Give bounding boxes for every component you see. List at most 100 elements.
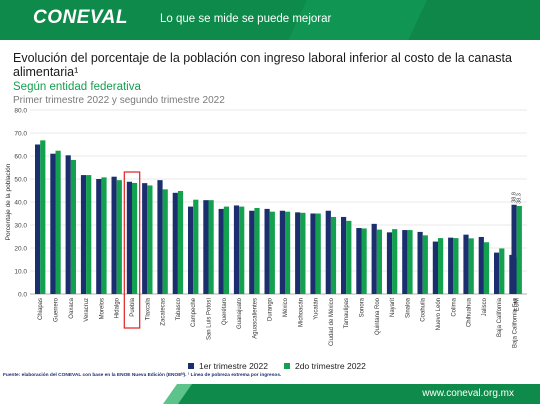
y-tick-label: 70.0 bbox=[14, 131, 27, 138]
x-tick-label: Baja California Sur bbox=[513, 298, 519, 348]
bar-series1 bbox=[249, 210, 255, 294]
bar-series1 bbox=[111, 176, 117, 294]
highlight-box bbox=[123, 171, 141, 329]
data-label: 38.8 bbox=[512, 192, 518, 203]
x-tick-label: Campeche bbox=[191, 297, 197, 327]
bar-series2 bbox=[208, 200, 214, 294]
x-tick-label: Chihuahua bbox=[467, 297, 473, 327]
x-tick-label: Hidalgo bbox=[115, 297, 121, 318]
y-tick-label: 50.0 bbox=[14, 177, 27, 184]
y-axis-label: Porcentaje de la población bbox=[5, 163, 12, 240]
bar-series1 bbox=[448, 237, 454, 294]
legend-item-series1: 1er trimestre 2022 bbox=[188, 361, 268, 371]
bar-series2 bbox=[468, 238, 474, 294]
bar-series1 bbox=[279, 210, 285, 294]
x-tick-label: Puebla bbox=[130, 297, 136, 316]
bar-series2 bbox=[193, 199, 199, 294]
bar-series1 bbox=[295, 212, 301, 294]
bar-series1 bbox=[65, 155, 71, 294]
bar-series2 bbox=[147, 185, 153, 294]
bar-series2 bbox=[516, 205, 522, 294]
bar-series1 bbox=[126, 181, 132, 294]
bar-series2 bbox=[392, 229, 398, 294]
bar-series2 bbox=[453, 238, 459, 294]
x-tick-label: Chiapas bbox=[38, 298, 44, 320]
x-tick-label: Coahuila bbox=[421, 297, 427, 321]
header-bar: CONEVAL Lo que se mide se puede mejorar bbox=[0, 0, 540, 40]
source-note: Fuente: elaboración del CONEVAL con base… bbox=[3, 373, 282, 378]
bar-series1 bbox=[264, 208, 270, 294]
bar-series2 bbox=[285, 211, 291, 294]
bar-series1 bbox=[417, 231, 423, 294]
x-tick-label: Guerrero bbox=[54, 297, 60, 322]
bar-series1 bbox=[35, 144, 41, 294]
bar-series2 bbox=[407, 230, 413, 294]
bar-series2 bbox=[86, 175, 92, 294]
x-tick-label: Sinaloa bbox=[405, 297, 411, 318]
bar-series2 bbox=[300, 212, 306, 294]
bar-series2 bbox=[361, 228, 367, 294]
data-label: 38.3 bbox=[517, 193, 523, 204]
y-tick-label: 10.0 bbox=[14, 269, 27, 276]
bar-series2 bbox=[376, 229, 382, 294]
bar-series2 bbox=[269, 211, 275, 294]
bar-series2 bbox=[239, 206, 245, 294]
x-tick-label: Quintana Roo bbox=[375, 297, 381, 335]
legend-swatch-series2 bbox=[284, 363, 290, 369]
x-tick-label: Tlaxcala bbox=[145, 297, 151, 320]
bar-series2 bbox=[438, 238, 444, 294]
x-tick-label: Sonora bbox=[360, 297, 366, 317]
bar-series1 bbox=[463, 234, 469, 294]
bar-series1 bbox=[96, 179, 102, 294]
bar-series1 bbox=[142, 183, 148, 294]
coneval-logo: CONEVAL bbox=[33, 7, 128, 28]
x-tick-label: Baja California bbox=[497, 297, 503, 337]
bar-series1 bbox=[172, 192, 178, 294]
chart-period: Primer trimestre 2022 y segundo trimestr… bbox=[13, 95, 225, 106]
bar-series2 bbox=[55, 150, 61, 294]
bar-series2 bbox=[315, 213, 321, 294]
bar-series1 bbox=[386, 232, 393, 294]
bar-series1 bbox=[371, 223, 377, 294]
y-tick-label: 20.0 bbox=[14, 246, 27, 253]
bar-series2 bbox=[101, 177, 107, 294]
bar-series2 bbox=[346, 220, 352, 294]
bar-series1 bbox=[341, 216, 347, 294]
x-tick-label: México bbox=[283, 297, 289, 317]
bar-series2 bbox=[132, 182, 138, 294]
x-tick-label: Zacatecas bbox=[161, 298, 167, 326]
bar-series2 bbox=[422, 235, 428, 294]
x-tick-label: Durango bbox=[268, 297, 274, 321]
bar-series2 bbox=[330, 216, 337, 294]
bar-series2 bbox=[223, 206, 229, 294]
bar-series2 bbox=[116, 180, 122, 294]
x-tick-label: Michoacán bbox=[298, 298, 304, 327]
x-tick-label: Querétaro bbox=[222, 297, 228, 325]
bar-series1 bbox=[157, 180, 163, 294]
x-tick-label: Nuevo León bbox=[436, 298, 442, 330]
bar-series2 bbox=[177, 190, 184, 294]
website-link[interactable]: www.coneval.org.mx bbox=[422, 388, 514, 399]
x-tick-label: San Luis Potosí bbox=[207, 298, 213, 340]
bar-series1 bbox=[203, 200, 209, 294]
x-tick-label: Ciudad de México bbox=[329, 297, 335, 346]
bar-series1 bbox=[310, 213, 316, 294]
bar-series1 bbox=[494, 252, 500, 294]
x-tick-label: Aguascalientes bbox=[252, 298, 258, 339]
bar-series2 bbox=[254, 207, 260, 294]
bar-series1 bbox=[511, 204, 517, 294]
x-tick-label: EUM bbox=[515, 298, 521, 311]
y-tick-label: 80.0 bbox=[14, 108, 27, 115]
bar-series2 bbox=[483, 242, 490, 294]
legend-swatch-series1 bbox=[188, 363, 194, 369]
x-tick-label: Tabasco bbox=[176, 297, 182, 320]
y-tick-label: 60.0 bbox=[14, 154, 27, 161]
bar-series1 bbox=[50, 153, 56, 294]
legend-label-series2: 2do trimestre 2022 bbox=[295, 361, 366, 371]
x-tick-label: Nayarit bbox=[390, 298, 396, 317]
chart-subtitle: Según entidad federativa bbox=[13, 81, 141, 93]
bar-series1 bbox=[188, 206, 194, 294]
footer-bar: www.coneval.org.mx bbox=[0, 384, 540, 404]
bar-series1 bbox=[402, 230, 408, 294]
chart-title: Evolución del porcentaje de la población… bbox=[13, 51, 512, 79]
